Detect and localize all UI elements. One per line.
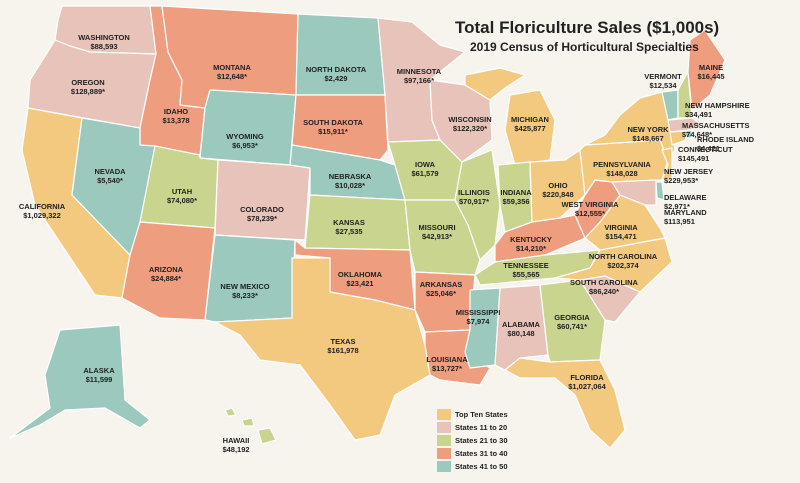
legend-label: Top Ten States xyxy=(455,409,508,419)
state-texas xyxy=(214,257,431,441)
legend-item: States 41 to 50 xyxy=(437,460,508,472)
label-virginia: VIRGINIA $154,471 xyxy=(604,223,638,241)
label-massachusetts: MASSACHUSETTS $74,648* xyxy=(682,121,750,139)
legend-swatch xyxy=(437,460,451,472)
label-west-virginia: WEST VIRGINIA $12,555* xyxy=(561,200,619,218)
label-north-carolina: NORTH CAROLINA $202,374 xyxy=(588,252,658,270)
label-louisiana: LOUISIANA $13,727* xyxy=(426,355,468,373)
label-tennessee: TENNESSEE $55,565 xyxy=(503,261,549,279)
legend: Top Ten States States 11 to 20 States 21… xyxy=(437,408,508,473)
state-hawaii xyxy=(224,407,277,445)
label-delaware: DELAWARE $2,971* xyxy=(664,193,707,211)
legend-label: States 21 to 30 xyxy=(455,435,508,445)
label-maine: MAINE $16,445 xyxy=(697,63,725,81)
label-oklahoma: OKLAHOMA $23,421 xyxy=(337,270,383,288)
label-pennsylvania: PENNSYLVANIA $148,028 xyxy=(593,160,651,178)
legend-item: States 11 to 20 xyxy=(437,421,508,433)
legend-label: States 41 to 50 xyxy=(455,461,508,471)
label-wyoming: WYOMING $6,953* xyxy=(226,132,264,150)
legend-item: Top Ten States xyxy=(437,408,508,420)
label-new-hampshire: NEW HAMPSHIRE $34,491 xyxy=(685,101,750,119)
label-ohio: OHIO $220,848 xyxy=(542,181,574,199)
state-alaska xyxy=(9,324,151,439)
legend-swatch xyxy=(437,408,451,420)
label-connecticut: CONNECTICUT $145,491 xyxy=(678,145,733,163)
legend-item: States 21 to 30 xyxy=(437,434,508,446)
label-kansas: KANSAS $27,535 xyxy=(333,218,365,236)
label-nebraska: NEBRASKA $10,028* xyxy=(328,172,372,190)
legend-label: States 31 to 40 xyxy=(455,448,508,458)
label-washington: WASHINGTON $88,593 xyxy=(78,33,130,51)
label-florida: FLORIDA $1,027,064 xyxy=(568,373,606,391)
label-north-dakota: NORTH DAKOTA $2,429 xyxy=(305,65,367,83)
label-new-jersey: NEW JERSEY $229,953* xyxy=(664,167,714,185)
label-hawaii: HAWAII $48,192 xyxy=(222,436,250,454)
label-colorado: COLORADO $78,239* xyxy=(240,205,284,223)
state-maine xyxy=(687,29,726,111)
label-maryland: MARYLAND $113,951 xyxy=(664,208,707,226)
label-new-york: NEW YORK $148,667 xyxy=(627,125,669,143)
label-illinois: ILLINOIS $70,917* xyxy=(458,188,490,206)
map-title: Total Floriculture Sales ($1,000s) xyxy=(455,18,720,37)
state-illinois xyxy=(454,149,501,261)
label-texas: TEXAS $161,978 xyxy=(327,337,359,355)
label-idaho: IDAHO $13,378 xyxy=(162,107,190,125)
legend-item: States 31 to 40 xyxy=(437,447,508,459)
map-subtitle: 2019 Census of Horticultural Specialties xyxy=(470,40,699,54)
state-connecticut xyxy=(669,130,687,146)
label-rhode-island: RHODE ISLAND $4,421 xyxy=(697,135,755,153)
legend-swatch xyxy=(437,421,451,433)
label-nevada: NEVADA $5,540* xyxy=(94,167,126,185)
state-massachusetts xyxy=(667,117,703,133)
label-arizona: ARIZONA $24,884* xyxy=(148,265,184,283)
label-georgia: GEORGIA $60,741* xyxy=(554,313,590,331)
state-mississippi xyxy=(464,287,501,369)
state-north-carolina xyxy=(554,237,673,293)
label-mississippi: MISSISSIPPI $7,974 xyxy=(455,308,501,326)
label-south-carolina: SOUTH CAROLINA $86,240* xyxy=(570,278,638,296)
state-delaware xyxy=(655,181,665,201)
label-minnesota: MINNESOTA $97,166* xyxy=(396,67,442,85)
state-wyoming xyxy=(199,89,297,166)
label-alabama: ALABAMA $80,148 xyxy=(502,320,540,338)
label-missouri: MISSOURI $42,913* xyxy=(418,223,456,241)
label-california: CALIFORNIA $1,029,322 xyxy=(18,202,66,220)
label-iowa: IOWA $61,579 xyxy=(411,160,439,178)
state-south-dakota xyxy=(291,94,389,161)
label-kentucky: KENTUCKY $14,210* xyxy=(510,235,552,253)
label-michigan: MICHIGAN $425,877 xyxy=(511,115,549,133)
label-south-dakota: SOUTH DAKOTA $15,911* xyxy=(303,118,363,136)
label-utah: UTAH $74,080* xyxy=(166,187,198,205)
state-maryland xyxy=(611,179,657,206)
label-oregon: OREGON $128,889* xyxy=(70,78,106,96)
label-indiana: INDIANA $59,356 xyxy=(500,188,532,206)
state-michigan xyxy=(464,67,556,166)
label-new-mexico: NEW MEXICO $8,233* xyxy=(220,282,270,300)
label-alaska: ALASKA $11,599 xyxy=(83,366,115,384)
legend-swatch xyxy=(437,447,451,459)
label-montana: MONTANA $12,648* xyxy=(213,63,251,81)
label-arkansas: ARKANSAS $25,046* xyxy=(419,280,463,298)
label-wisconsin: WISCONSIN $122,320* xyxy=(448,115,492,133)
state-colorado xyxy=(214,159,311,241)
legend-label: States 11 to 20 xyxy=(455,422,508,432)
state-new-jersey xyxy=(661,147,673,181)
state-new-mexico xyxy=(204,234,296,323)
state-florida xyxy=(504,357,626,449)
label-vermont: VERMONT $12,534 xyxy=(644,72,682,90)
legend-swatch xyxy=(437,434,451,446)
